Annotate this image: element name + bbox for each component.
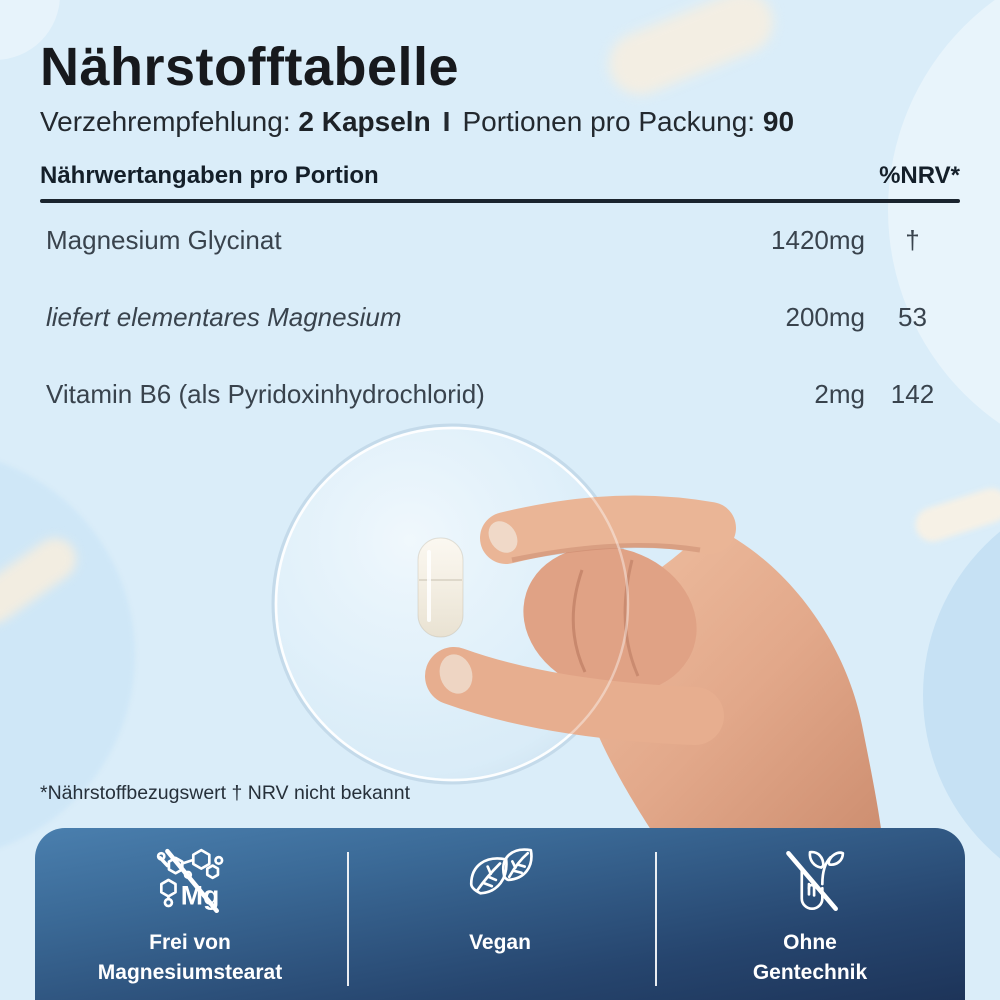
badge-label-line1: Frei von	[149, 931, 231, 954]
separator: I	[442, 106, 451, 137]
nutrient-name: Vitamin B6 (als Pyridoxinhydrochlorid)	[46, 379, 485, 409]
nutrient-nrv: 142	[890, 379, 935, 409]
table-header-rule	[40, 199, 960, 203]
nutrient-nrv: †	[905, 225, 920, 255]
dosage-label: Verzehrempfehlung:	[40, 106, 291, 137]
badge-vegan: Vegan	[345, 828, 655, 1000]
badge-label-line2: Magnesiumstearat	[97, 961, 283, 985]
no-magnesium-stearate-icon: Mg	[153, 844, 227, 920]
servings-label: Portionen pro Packung:	[462, 106, 756, 137]
badge-label-line2: Gentechnik	[752, 961, 868, 985]
dosage-value: 2 Kapseln	[298, 106, 431, 137]
table-row: Magnesium Glycinat 1420mg †	[40, 225, 960, 256]
badge-label-line1: Vegan	[469, 931, 531, 954]
badge-no-magnesium-stearate: Mg Frei von Magnesiumstearat	[35, 828, 345, 1000]
fingers	[425, 495, 736, 745]
table-row: Vitamin B6 (als Pyridoxinhydrochlorid) 2…	[40, 379, 960, 410]
badge-label: Frei von Magnesiumstearat	[98, 928, 282, 989]
footnote: *Nährstoffbezugswert † NRV nicht bekannt	[40, 782, 410, 804]
nutrient-nrv: 53	[898, 302, 927, 332]
dosage-line: Verzehrempfehlung: 2 Kapseln I Portionen p…	[40, 106, 960, 138]
badge-label: Ohne Gentechnik	[753, 928, 867, 989]
benefits-banner: Mg Frei von Magnesiumstearat	[35, 828, 965, 1000]
page-title: Nährstofftabelle	[40, 37, 460, 97]
nutrient-amount: 1420mg	[771, 225, 865, 255]
table-header-right: %NRV*	[879, 162, 960, 189]
banner-divider	[655, 852, 657, 986]
nutrient-name: liefert elementares Magnesium	[46, 302, 402, 332]
hand-holding-capsule-photo	[271, 423, 882, 836]
no-gmo-icon	[773, 844, 847, 920]
table-header: Nährwertangaben pro Portion %NRV*	[40, 162, 960, 190]
content-area: Nährstofftabelle Verzehrempfehlung: 2 Ka…	[40, 0, 960, 410]
servings-value: 90	[762, 106, 795, 137]
hand	[523, 525, 882, 836]
nutrition-table: Nährwertangaben pro Portion %NRV* Magnes…	[40, 162, 960, 410]
table-rows: Magnesium Glycinat 1420mg † liefert elem…	[40, 225, 960, 410]
badge-label-line1: Ohne	[783, 931, 837, 954]
badge-no-gmo: Ohne Gentechnik	[655, 828, 965, 1000]
table-header-left: Nährwertangaben pro Portion	[40, 162, 379, 189]
table-row: liefert elementares Magnesium 200mg 53	[40, 302, 960, 333]
badge-label: Vegan	[469, 928, 531, 958]
nutrient-amount: 200mg	[785, 302, 866, 332]
nutrient-name: Magnesium Glycinat	[46, 225, 282, 255]
banner-divider	[347, 852, 349, 986]
lens-front-ring	[274, 426, 630, 782]
capsule	[417, 537, 464, 638]
decor-capsule-left	[0, 529, 85, 633]
vegan-leaves-icon	[463, 844, 537, 920]
nutrient-amount: 2mg	[814, 379, 865, 409]
decor-capsule-right	[911, 483, 1000, 547]
lens-circle	[271, 423, 633, 785]
